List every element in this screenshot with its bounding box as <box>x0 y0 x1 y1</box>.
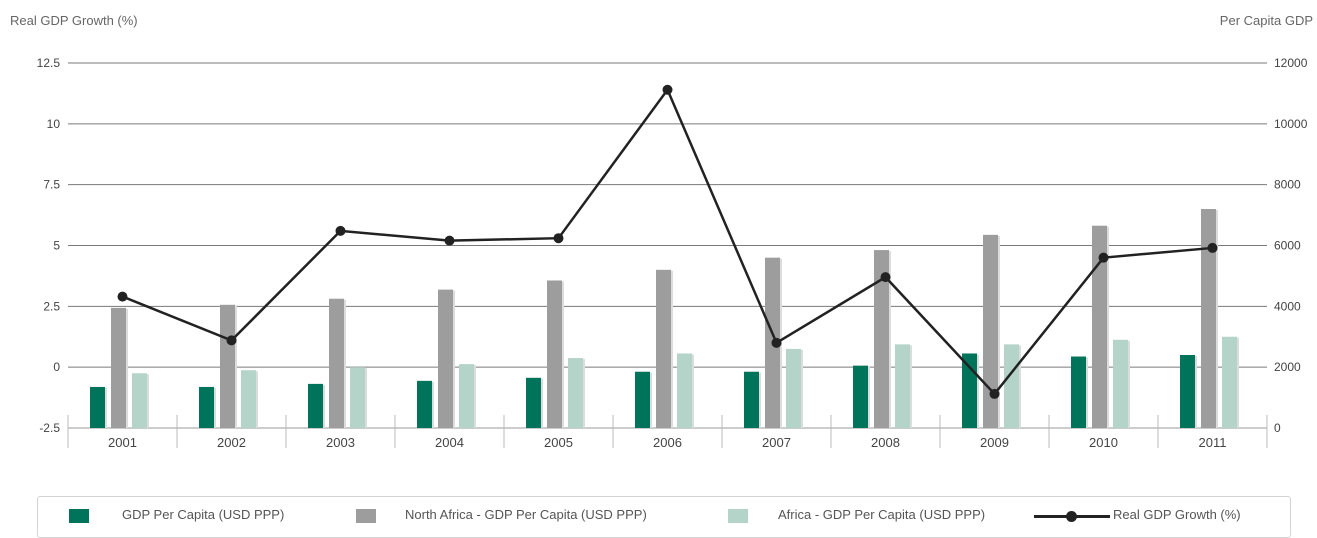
y-left-tick-label: 2.5 <box>43 299 60 313</box>
y-left-tick-label: 12.5 <box>37 56 61 70</box>
x-tick-label: 2006 <box>653 435 682 450</box>
bar <box>1071 356 1086 428</box>
bar <box>220 304 235 428</box>
x-tick-label: 2002 <box>217 435 246 450</box>
x-tick-label: 2007 <box>762 435 791 450</box>
bar <box>853 365 868 428</box>
growth-point <box>662 84 673 95</box>
bar <box>1004 344 1019 428</box>
legend-swatch-gdp-per-capita <box>69 509 89 523</box>
growth-point <box>1098 252 1109 263</box>
x-tick-label: 2005 <box>544 435 573 450</box>
right-axis-title: Per Capita GDP <box>1220 13 1313 28</box>
bar <box>656 269 671 428</box>
bar <box>1222 336 1237 428</box>
y-left-tick-label: 7.5 <box>43 178 60 192</box>
bar <box>1201 209 1216 428</box>
y-left-tick-label: 5 <box>53 239 60 253</box>
line-series <box>117 84 1218 399</box>
bar <box>350 367 365 428</box>
bar <box>526 377 541 428</box>
bar <box>1092 225 1107 428</box>
x-tick-label: 2011 <box>1199 435 1227 450</box>
y-right-tick-label: 2000 <box>1274 360 1301 374</box>
growth-point <box>880 272 891 283</box>
growth-point <box>335 225 346 236</box>
growth-point <box>117 291 128 302</box>
bar <box>438 289 453 428</box>
bar <box>111 307 126 428</box>
bar <box>547 280 562 428</box>
bar-series <box>90 209 1239 428</box>
growth-point <box>553 233 564 244</box>
legend-marker-icon <box>1066 511 1077 522</box>
bar <box>874 250 889 428</box>
bar <box>417 380 432 428</box>
bar <box>983 234 998 428</box>
bar <box>132 373 147 428</box>
bar <box>308 383 323 428</box>
bar <box>786 348 801 428</box>
bar <box>459 364 474 428</box>
bar <box>90 386 105 428</box>
bar <box>199 386 214 428</box>
x-tick-label: 2003 <box>326 435 355 450</box>
bar <box>329 298 344 428</box>
bar <box>895 344 910 428</box>
y-left-tick-label: 10 <box>47 117 61 131</box>
y-right-tick-label: 0 <box>1274 421 1281 435</box>
bar <box>962 353 977 428</box>
x-tick-label: 2010 <box>1089 435 1118 450</box>
legend-label-africa[interactable]: Africa - GDP Per Capita (USD PPP) <box>778 507 986 522</box>
growth-point <box>226 335 237 346</box>
growth-point <box>1207 242 1218 253</box>
y-right-tick-label: 8000 <box>1274 178 1301 192</box>
y-left-tick-label: -2.5 <box>39 421 60 435</box>
y-left-tick-label: 0 <box>53 360 60 374</box>
legend-label-real-gdp-growth[interactable]: Real GDP Growth (%) <box>1113 507 1241 522</box>
legend-swatch-africa <box>728 509 748 523</box>
x-tick-label: 2001 <box>108 435 137 450</box>
x-tick-label: 2008 <box>871 435 900 450</box>
bar <box>635 371 650 428</box>
bar <box>744 371 759 428</box>
bar <box>1180 355 1195 428</box>
legend-label-north-africa[interactable]: North Africa - GDP Per Capita (USD PPP) <box>405 507 647 522</box>
growth-point <box>444 235 455 246</box>
growth-point <box>989 388 1000 399</box>
growth-point <box>771 337 782 348</box>
y-right-tick-label: 12000 <box>1274 56 1308 70</box>
legend-swatch-north-africa <box>356 509 376 523</box>
y-right-tick-label: 10000 <box>1274 117 1308 131</box>
bar <box>677 353 692 428</box>
legend-label-gdp-per-capita[interactable]: GDP Per Capita (USD PPP) <box>122 507 285 522</box>
y-right-tick-label: 6000 <box>1274 239 1301 253</box>
y-right-tick-label: 4000 <box>1274 299 1301 313</box>
legend: GDP Per Capita (USD PPP) North Africa - … <box>37 496 1291 538</box>
bar <box>568 358 583 428</box>
legend-swatch-real-gdp-growth <box>1034 511 1110 522</box>
combo-chart: 12.5 12000 10 10000 7.5 8000 5 6000 2.5 4000 0 2000… <box>10 13 1313 450</box>
left-axis-title: Real GDP Growth (%) <box>10 13 138 28</box>
axes: 12.5 12000 10 10000 7.5 8000 5 6000 2.5 4000 0 2000… <box>37 56 1308 450</box>
x-tick-label: 2009 <box>980 435 1009 450</box>
bar <box>1113 339 1128 428</box>
x-tick-label: 2004 <box>435 435 464 450</box>
bar <box>241 370 256 428</box>
